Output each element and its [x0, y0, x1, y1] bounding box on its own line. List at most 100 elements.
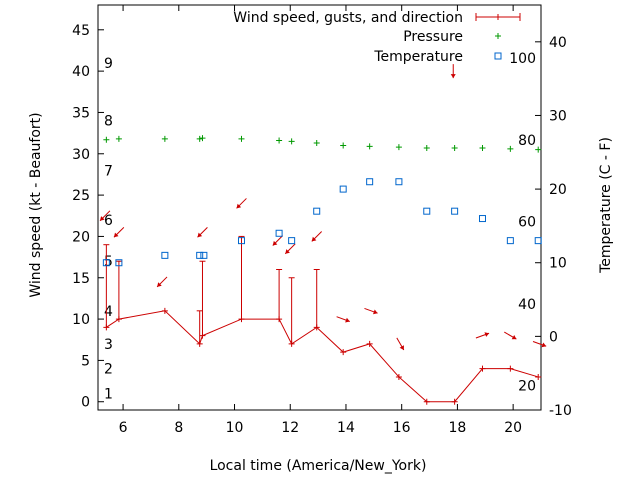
- arrow-head: [113, 232, 119, 238]
- temperature-point: [506, 237, 514, 245]
- series-layer: [99, 64, 547, 405]
- beaufort-label: 8: [104, 114, 113, 130]
- wind-speed-point: [103, 324, 110, 331]
- fahrenheit-label: 40: [518, 297, 536, 313]
- y-tick-label: 10: [72, 312, 90, 328]
- wind-direction-arrow: [156, 276, 168, 288]
- wind-speed-point: [161, 307, 168, 314]
- wind-speed-point: [276, 316, 283, 323]
- y-tick-label: 40: [72, 64, 90, 80]
- wind-speed-point: [395, 373, 402, 380]
- arrow-head: [450, 74, 456, 79]
- legend-swatch-wind-caps: [475, 13, 521, 21]
- y2-tick-label: 40: [549, 35, 567, 51]
- temperature-point: [196, 251, 204, 259]
- arrow-head: [285, 249, 290, 254]
- arrow-head: [157, 282, 162, 287]
- axis-ticks: 6 8 10 12 14 16 18 2005101520253035404512345678…: [72, 5, 572, 436]
- wind-speed-point: [313, 324, 320, 331]
- wind-direction-arrow: [364, 307, 378, 315]
- pressure-point: [313, 140, 320, 147]
- pressure-point: [423, 144, 430, 151]
- wind-direction-arrow: [504, 331, 517, 340]
- x-tick-label: 14: [337, 420, 355, 436]
- x-tick-label: 12: [281, 420, 299, 436]
- temperature-point: [534, 237, 542, 245]
- wind-speed-point: [535, 373, 542, 380]
- legend-label-wind: Wind speed, gusts, and direction: [233, 10, 463, 26]
- wind-direction-arrow: [197, 226, 208, 238]
- fahrenheit-label: 100: [509, 51, 536, 67]
- beaufort-label: 2: [104, 362, 113, 378]
- y-tick-label: 35: [72, 105, 90, 121]
- plot-frame: [97, 4, 542, 411]
- legend-swatch-temperature: [494, 52, 502, 60]
- arrow-head: [311, 236, 317, 242]
- x-tick-label: 20: [504, 420, 522, 436]
- temperature-point: [395, 178, 403, 186]
- wind-speed-point: [288, 340, 295, 347]
- pressure-point: [161, 135, 168, 142]
- wind-direction-arrow: [272, 235, 284, 246]
- beaufort-label: 4: [104, 304, 113, 320]
- beaufort-label: 5: [104, 254, 113, 270]
- y-tick-label: 20: [72, 229, 90, 245]
- temperature-point: [423, 207, 431, 215]
- arrow-head: [272, 240, 278, 246]
- arrow-head: [541, 342, 547, 348]
- pressure-point: [366, 143, 373, 150]
- beaufort-label: 3: [104, 337, 113, 353]
- temperature-point: [478, 215, 486, 223]
- legend: Wind speed, gusts, and direction Pressure…: [233, 10, 521, 65]
- y2-axis-title: Temperature (C - F): [598, 137, 614, 274]
- temperature-point: [275, 229, 283, 237]
- wind-direction-arrow: [396, 337, 405, 351]
- temperature-point: [161, 251, 169, 259]
- pressure-point: [340, 142, 347, 149]
- wind-speed-point: [507, 365, 514, 372]
- wind-direction-arrow: [99, 210, 111, 222]
- pressure-point: [507, 145, 514, 152]
- temperature-point: [102, 259, 110, 267]
- temperature-point: [200, 251, 208, 259]
- wind-speed-point: [366, 340, 373, 347]
- arrow-head: [100, 216, 105, 221]
- pressure-point: [479, 144, 486, 151]
- x-axis-title: Local time (America/New_York): [210, 458, 427, 474]
- legend-label-pressure: Pressure: [403, 29, 463, 45]
- arrow-head: [373, 309, 378, 315]
- wind-speed-line: [106, 310, 539, 403]
- y-tick-label: 0: [81, 395, 90, 411]
- x-tick-label: 8: [174, 420, 183, 436]
- pressure-point: [276, 137, 283, 144]
- wind-direction-arrow: [475, 332, 490, 339]
- wind-speed-point: [199, 332, 206, 339]
- temperature-point: [451, 207, 459, 215]
- arrow-head: [236, 203, 242, 209]
- legend-swatch-pressure: [495, 33, 501, 39]
- y-tick-label: 5: [81, 353, 90, 369]
- wind-direction-arrow: [532, 341, 547, 348]
- y2-tick-label: 0: [549, 329, 558, 345]
- temperature-point: [115, 259, 123, 267]
- y2-tick-label: 10: [549, 256, 567, 272]
- pressure-point: [115, 135, 122, 142]
- beaufort-label: 1: [104, 386, 113, 402]
- pressure-point: [103, 136, 110, 143]
- x-tick-label: 6: [119, 420, 128, 436]
- pressure-point: [395, 144, 402, 151]
- beaufort-label: 9: [104, 56, 113, 72]
- wind-direction-arrow: [450, 64, 456, 79]
- fahrenheit-label: 20: [518, 379, 536, 395]
- pressure-point: [238, 135, 245, 142]
- wind-speed-point: [340, 349, 347, 356]
- x-tick-label: 10: [226, 420, 244, 436]
- wind-direction-arrow: [336, 316, 350, 323]
- y-tick-label: 25: [72, 188, 90, 204]
- wind-speed-point: [196, 340, 203, 347]
- wind-speed-point: [115, 316, 122, 323]
- wind-speed-point: [479, 365, 486, 372]
- wind-speed-point: [238, 316, 245, 323]
- y-axis-title: Wind speed (kt - Beaufort): [28, 112, 44, 297]
